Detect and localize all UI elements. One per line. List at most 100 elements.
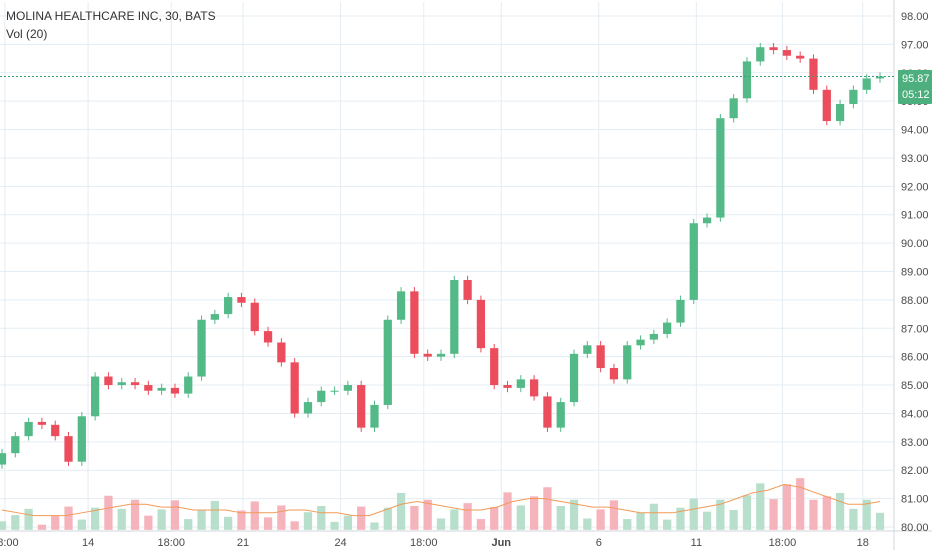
time-tick-label: 6 xyxy=(596,537,602,549)
candle-body xyxy=(623,345,632,380)
candle-body xyxy=(303,402,313,414)
candle-body xyxy=(476,299,486,349)
candle-body xyxy=(370,404,379,428)
candle-body xyxy=(423,353,432,357)
candle-body xyxy=(210,314,219,320)
volume-bar xyxy=(117,508,126,530)
bar-countdown-label: 05:12 xyxy=(902,89,930,101)
volume-bar xyxy=(875,512,885,530)
candle-body xyxy=(157,387,166,391)
candle-body xyxy=(756,47,765,62)
time-axis[interactable]: 18:00 14 18:00 21 24 18:00 Jun 6 11 18:00 18 xyxy=(0,537,869,549)
candle-body xyxy=(117,382,126,386)
volume-bar xyxy=(623,519,632,530)
volume-bar xyxy=(809,499,818,530)
candle-body xyxy=(250,302,259,332)
candle-body xyxy=(277,342,286,363)
candle-body xyxy=(90,376,100,417)
candle-body xyxy=(436,353,446,357)
volume-bar xyxy=(649,503,658,530)
volume-bar xyxy=(756,483,765,530)
volume-bar xyxy=(769,499,778,530)
candle-body xyxy=(822,89,831,122)
time-tick-label: 24 xyxy=(334,537,346,549)
volume-bar xyxy=(250,501,259,530)
volume-study-label[interactable]: Vol (20) xyxy=(6,27,47,41)
volume-bar xyxy=(689,498,698,530)
candle-body xyxy=(224,297,233,315)
volume-bar xyxy=(835,492,845,530)
volume-bar xyxy=(702,511,712,530)
price-tick-label: 93.00 xyxy=(901,153,929,165)
candle-body xyxy=(317,390,326,403)
volume-bar xyxy=(729,509,738,530)
time-tick-label: 18:00 xyxy=(769,537,797,549)
candle-body xyxy=(556,402,565,428)
candle-body xyxy=(796,55,805,59)
volume-bar xyxy=(543,487,552,530)
price-tick-label: 81.00 xyxy=(901,494,929,506)
volume-bar xyxy=(609,500,619,530)
volume-bar xyxy=(450,509,459,530)
candle-body xyxy=(742,61,752,99)
volume-bar xyxy=(77,519,86,530)
volume-bar xyxy=(383,507,392,530)
candle-body xyxy=(396,291,406,320)
price-tick-label: 84.00 xyxy=(901,408,929,420)
time-tick-label: 11 xyxy=(691,537,702,549)
candle-body xyxy=(529,379,539,397)
price-tick-label: 82.00 xyxy=(901,465,929,477)
candle-body xyxy=(503,385,512,388)
volume-bar xyxy=(357,506,366,530)
volume-bar xyxy=(503,492,512,530)
volume-bar xyxy=(716,499,725,530)
candle-body xyxy=(290,362,299,414)
volume-bar xyxy=(90,507,100,530)
volume-bar xyxy=(476,519,486,530)
volume-bar xyxy=(104,495,113,530)
volume-bar xyxy=(343,515,353,530)
volume-bar xyxy=(157,509,166,530)
price-tick-label: 80.00 xyxy=(901,522,929,534)
volume-bar xyxy=(423,499,432,530)
symbol-title[interactable]: MOLINA HEALTHCARE INC, 30, BATS xyxy=(6,9,216,23)
time-tick-label: 21 xyxy=(237,537,249,549)
candle-body xyxy=(596,345,605,369)
candle-body xyxy=(663,322,672,334)
candle-body xyxy=(729,98,738,119)
volume-bar xyxy=(463,503,472,530)
price-tick-label: 89.00 xyxy=(901,267,929,279)
candle-body xyxy=(11,436,20,454)
volume-bar xyxy=(317,505,326,530)
volume-bar xyxy=(303,512,313,530)
volume-bar xyxy=(290,521,299,530)
price-tick-label: 86.00 xyxy=(901,352,929,364)
price-tick-label: 88.00 xyxy=(901,295,929,307)
candle-body xyxy=(51,424,60,437)
candle-body xyxy=(609,368,619,380)
volume-bar xyxy=(490,507,499,530)
candle-body xyxy=(104,376,113,386)
candle-body xyxy=(702,217,712,224)
last-price-badge: 95.87 05:12 xyxy=(898,70,932,104)
candle-body xyxy=(649,333,658,340)
volume-bar xyxy=(742,495,752,530)
candle-body xyxy=(383,319,392,405)
time-tick-label: Jun xyxy=(491,537,511,549)
candle-body xyxy=(24,421,33,437)
candle-body xyxy=(37,421,47,425)
volume-bar xyxy=(636,512,645,530)
candle-body xyxy=(636,339,645,346)
volume-bar xyxy=(516,505,525,530)
time-tick-label: 18:00 xyxy=(0,537,19,549)
volume-bar xyxy=(556,505,565,530)
candle-body xyxy=(782,50,792,56)
volume-bar xyxy=(0,521,7,530)
candle-body xyxy=(583,345,592,354)
candle-body xyxy=(569,353,579,403)
volume-bar xyxy=(37,524,47,530)
candle-body xyxy=(263,331,273,343)
